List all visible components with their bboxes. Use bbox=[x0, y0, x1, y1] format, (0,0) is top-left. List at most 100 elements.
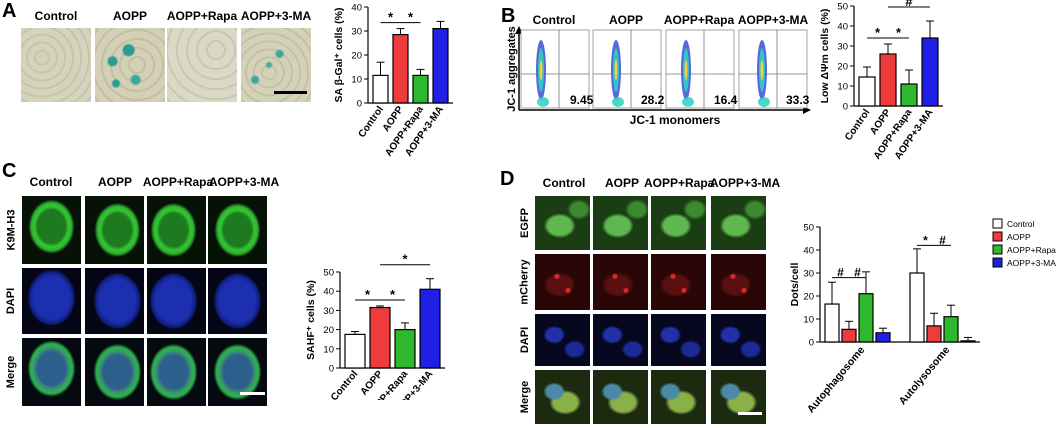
chart-b-x-tick-label-control: Control bbox=[843, 107, 873, 143]
chart-b-sig-mark-2: # bbox=[905, 0, 913, 9]
chart-b-bar-control bbox=[858, 76, 876, 107]
chart-c-y-tick-label: 30 bbox=[323, 306, 334, 317]
panel-c-image-merge-aopp bbox=[84, 337, 145, 407]
panel-label-d: D bbox=[500, 168, 515, 190]
chart-d-x-tick-label-autolysosome: Autolysosome bbox=[897, 344, 953, 407]
panel-d-col-aopp-rapa: AOPP+Rapa bbox=[644, 176, 715, 190]
chart-b-sig-mark-1: * bbox=[896, 25, 902, 40]
panel-a-col-control: Control bbox=[34, 9, 78, 23]
chart-d-legend-label-aopp: AOPP bbox=[1007, 232, 1031, 242]
chart-d-legend-label-aopp-3-ma: AOPP+3-MA bbox=[1007, 258, 1056, 268]
panel-a-col-aopp-rapa: AOPP+Rapa bbox=[166, 9, 238, 23]
panel-label-a: A bbox=[2, 0, 17, 22]
chart-c-bar-aopp-rapa bbox=[394, 329, 416, 369]
panel-c-image-dapi-aopp-rapa bbox=[146, 267, 207, 335]
chart-d-legend-swatch-aopp-3-ma bbox=[992, 257, 1003, 268]
sa-gal-image-aopp bbox=[94, 27, 166, 103]
sa-gal-image-aopp-3ma bbox=[240, 27, 312, 103]
panel-c-row-merge: Merge bbox=[5, 355, 17, 389]
panel-b-col-aopp-rapa: AOPP+Rapa bbox=[663, 13, 735, 27]
panel-c-col-aopp: AOPP bbox=[97, 175, 132, 189]
chart-b-y-tick-label: 20 bbox=[837, 62, 848, 73]
panel-d-image-mcherry-aopp-rapa bbox=[650, 253, 707, 311]
panel-b-col-control: Control bbox=[532, 13, 576, 27]
flow-population-low-aopp-3-ma bbox=[758, 97, 770, 107]
chart-c-y-tick-label: 0 bbox=[329, 364, 334, 375]
panel-d-image-merge-aopp bbox=[592, 369, 649, 425]
chart-d-legend-swatch-aopp-rapa bbox=[992, 244, 1003, 255]
chart-c-y-axis-title: SAHF⁺ cells (%) bbox=[305, 280, 317, 360]
chart-d-y-axis-title: Dots/cell bbox=[790, 263, 801, 307]
chart-d-bar-autophagosome-control bbox=[824, 303, 840, 343]
chart-d-y-tick-label: 50 bbox=[803, 223, 814, 234]
panel-c-image-dapi-control bbox=[21, 267, 82, 335]
chart-a-bar-control bbox=[372, 74, 389, 104]
chart-a-bar-aopp-3-ma bbox=[432, 28, 449, 104]
panel-d-row-mcherry: mCherry bbox=[519, 259, 531, 305]
flow-population-center-control bbox=[539, 60, 543, 80]
panel-c-row-dapi: DAPI bbox=[5, 287, 17, 315]
chart-c-bar-aopp-3-ma bbox=[419, 288, 441, 369]
chart-d-legend-swatch-aopp bbox=[992, 231, 1003, 242]
chart-d-bar-autophagosome-aopp-3-ma bbox=[875, 332, 891, 343]
panel-c-image-merge-control bbox=[21, 337, 82, 407]
panel-c-image-merge-aopp-3-ma bbox=[207, 337, 268, 407]
panel-c-col-control: Control bbox=[29, 175, 73, 189]
chart-c-bar-aopp bbox=[369, 306, 391, 369]
chart-a-x-tick-label-control: Control bbox=[357, 104, 387, 140]
chart-b-y-tick-label: 30 bbox=[837, 42, 848, 53]
chart-b-bar-aopp bbox=[879, 53, 897, 107]
panel-d-image-dapi-aopp-rapa bbox=[650, 313, 707, 367]
flow-population-low-aopp-rapa bbox=[682, 97, 694, 107]
panel-c-image-dapi-aopp-3-ma bbox=[207, 267, 268, 335]
panel-d-row-dapi: DAPI bbox=[519, 326, 531, 354]
panel-d-image-dapi-aopp-3-ma bbox=[710, 313, 767, 367]
scale-bar-c bbox=[240, 392, 265, 395]
flow-value-aopp-3ma: 33.3 bbox=[786, 93, 810, 107]
panel-c-row-k9m-h3: K9M-H3 bbox=[5, 209, 18, 251]
chart-d-sig-mark-2: * bbox=[923, 233, 928, 247]
panel-d-image-mcherry-aopp bbox=[592, 253, 649, 311]
panel-d-row-merge: Merge bbox=[519, 380, 531, 414]
chart-a-sig-mark-0: * bbox=[388, 10, 394, 25]
chart-a-y-tick-label: 0 bbox=[357, 99, 362, 110]
panel-b-col-aopp-3ma: AOPP+3-MA bbox=[737, 13, 809, 27]
chart-b-y-axis-title: Low ΔΨm cells (%) bbox=[819, 9, 831, 104]
panel-d-image-merge-aopp-rapa bbox=[650, 369, 707, 425]
panel-d-image-mcherry-control bbox=[534, 253, 591, 311]
sa-gal-image-control bbox=[20, 27, 92, 103]
chart-a-y-tick-label: 30 bbox=[351, 27, 362, 38]
panel-d-col-aopp: AOPP bbox=[604, 176, 639, 190]
chart-c-y-tick-label: 10 bbox=[323, 344, 334, 355]
flow-plot-frame-aopp-3-ma bbox=[738, 29, 808, 109]
chart-b-y-tick-label: 10 bbox=[837, 82, 848, 93]
panel-c-image-k9m-h3-aopp-rapa bbox=[146, 195, 207, 265]
panel-c-image-merge-aopp-rapa bbox=[146, 337, 207, 407]
panel-label-c: C bbox=[2, 160, 17, 182]
chart-a-y-tick-label: 40 bbox=[351, 3, 362, 14]
flow-population-low-control bbox=[537, 97, 549, 107]
scale-bar-d bbox=[738, 412, 762, 415]
chart-d-sig-mark-1: # bbox=[854, 266, 861, 280]
flow-value-aopp-rapa: 16.4 bbox=[714, 93, 738, 107]
flow-plot-frame-control bbox=[520, 29, 590, 109]
chart-d-x-tick-label-autophagosome: Autophagosome bbox=[805, 344, 868, 415]
chart-d-legend-label-aopp-rapa: AOPP+Rapa bbox=[1007, 245, 1056, 255]
flow-population-center-aopp bbox=[614, 60, 618, 80]
chart-c-y-tick-label: 20 bbox=[323, 325, 334, 336]
panel-c-image-k9m-h3-control bbox=[21, 195, 82, 265]
chart-a-bar-aopp-rapa bbox=[412, 74, 429, 104]
flow-value-aopp: 28.2 bbox=[641, 93, 665, 107]
panel-d-image-egfp-aopp bbox=[592, 195, 649, 251]
chart-d-sig-mark-3: # bbox=[939, 233, 946, 247]
flow-plot-frame-aopp bbox=[592, 29, 662, 109]
panel-d-row-egfp: EGFP bbox=[519, 208, 532, 238]
panel-d-image-egfp-aopp-3-ma bbox=[710, 195, 767, 251]
jc1-monomers-axis-label: JC-1 monomers bbox=[629, 113, 721, 127]
chart-b-bar-aopp-rapa bbox=[900, 83, 918, 107]
panel-d-col-control: Control bbox=[542, 176, 586, 190]
